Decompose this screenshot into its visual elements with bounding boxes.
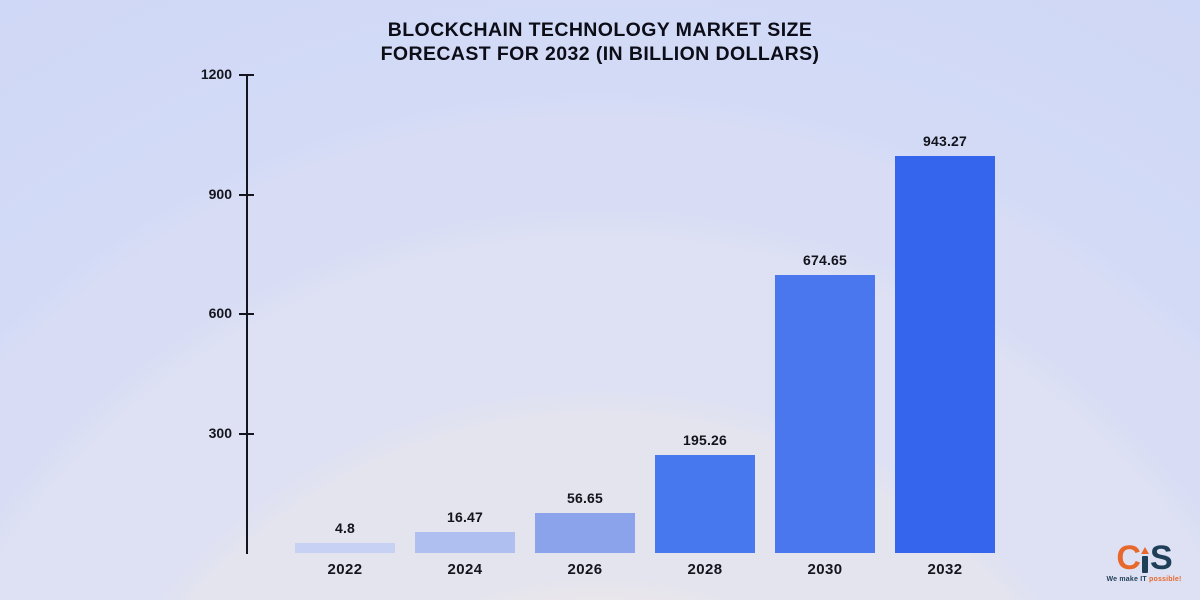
logo-letter-s: S [1149,539,1173,578]
bar-year-label: 2026 [567,561,603,578]
bar-value-label: 16.47 [446,509,484,525]
logo-letter-c: C [1116,539,1141,578]
logo-tagline: We make IT possible! [1101,576,1187,583]
logo-arrow-icon [1140,547,1149,554]
bar-2030 [775,275,875,553]
bar-value-label: 943.27 [922,133,968,149]
cis-logo: C S We make IT possible! [1101,539,1187,583]
bar-year-label: 2030 [807,561,843,578]
y-tick [239,193,254,196]
bar-value-label: 674.65 [802,252,848,268]
bar-2024 [415,532,515,553]
logo-tagline-dark: We make IT [1106,576,1147,583]
bar-2022 [295,543,395,553]
bar-2026 [535,513,635,553]
logo-i-stem [1141,556,1148,573]
bar-value-label: 4.8 [334,520,356,536]
bar-value-label: 56.65 [566,490,604,506]
y-tick [239,313,254,315]
logo-letter-i [1140,547,1149,573]
y-tick-label: 1200 [200,66,232,82]
bar-year-label: 2028 [687,561,723,578]
bar-value-label: 195.26 [682,432,728,448]
bar-year-label: 2032 [927,561,963,578]
y-tick-label: 600 [208,305,232,321]
bar-2032 [895,156,995,553]
chart-title-line1: BLOCKCHAIN TECHNOLOGY MARKET SIZE [387,19,813,41]
logo-tagline-accent: possible! [1149,576,1182,583]
bar-2028 [655,455,755,553]
y-tick [239,74,254,76]
chart-title-line2: FORECAST FOR 2032 (IN BILLION DOLLARS) [380,42,820,65]
bar-year-label: 2022 [327,561,363,578]
y-tick-label: 900 [208,185,232,202]
chart-title: BLOCKCHAIN TECHNOLOGY MARKET SIZE FORECA… [0,19,1200,67]
cis-logo-word: C S [1101,539,1187,578]
bar-year-label: 2024 [447,561,483,578]
y-tick-label: 300 [208,424,232,441]
y-tick [239,432,254,435]
